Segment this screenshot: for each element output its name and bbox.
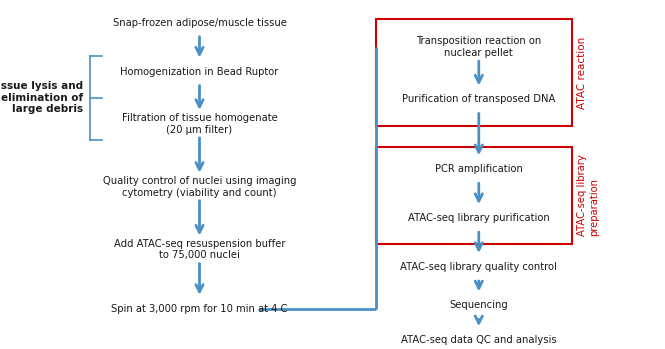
Bar <box>376 147 572 244</box>
Text: PCR amplification: PCR amplification <box>435 164 523 174</box>
Text: Homogenization in Bead Ruptor: Homogenization in Bead Ruptor <box>120 67 279 76</box>
Bar <box>376 19 572 126</box>
Text: Add ATAC-seq resuspension buffer
to 75,000 nuclei: Add ATAC-seq resuspension buffer to 75,0… <box>114 239 285 260</box>
Text: ATAC-seq library
preparation: ATAC-seq library preparation <box>577 155 598 236</box>
Text: Tissue lysis and
elimination of
large debris: Tissue lysis and elimination of large de… <box>0 81 83 114</box>
Text: Spin at 3,000 rpm for 10 min at 4 C: Spin at 3,000 rpm for 10 min at 4 C <box>111 304 288 314</box>
Text: ATAC-seq library quality control: ATAC-seq library quality control <box>400 262 557 272</box>
Text: Purification of transposed DNA: Purification of transposed DNA <box>402 95 555 104</box>
Text: Filtration of tissue homogenate
(20 μm filter): Filtration of tissue homogenate (20 μm f… <box>122 113 277 135</box>
Text: ATAC reaction: ATAC reaction <box>577 36 587 109</box>
Text: Transposition reaction on
nuclear pellet: Transposition reaction on nuclear pellet <box>416 36 541 58</box>
Text: Snap-frozen adipose/muscle tissue: Snap-frozen adipose/muscle tissue <box>112 18 287 28</box>
Text: Sequencing: Sequencing <box>450 300 508 310</box>
Text: ATAC-seq library purification: ATAC-seq library purification <box>408 213 550 223</box>
Text: Quality control of nuclei using imaging
cytometry (viability and count): Quality control of nuclei using imaging … <box>103 176 296 198</box>
Text: ATAC-seq data QC and analysis: ATAC-seq data QC and analysis <box>401 335 557 345</box>
